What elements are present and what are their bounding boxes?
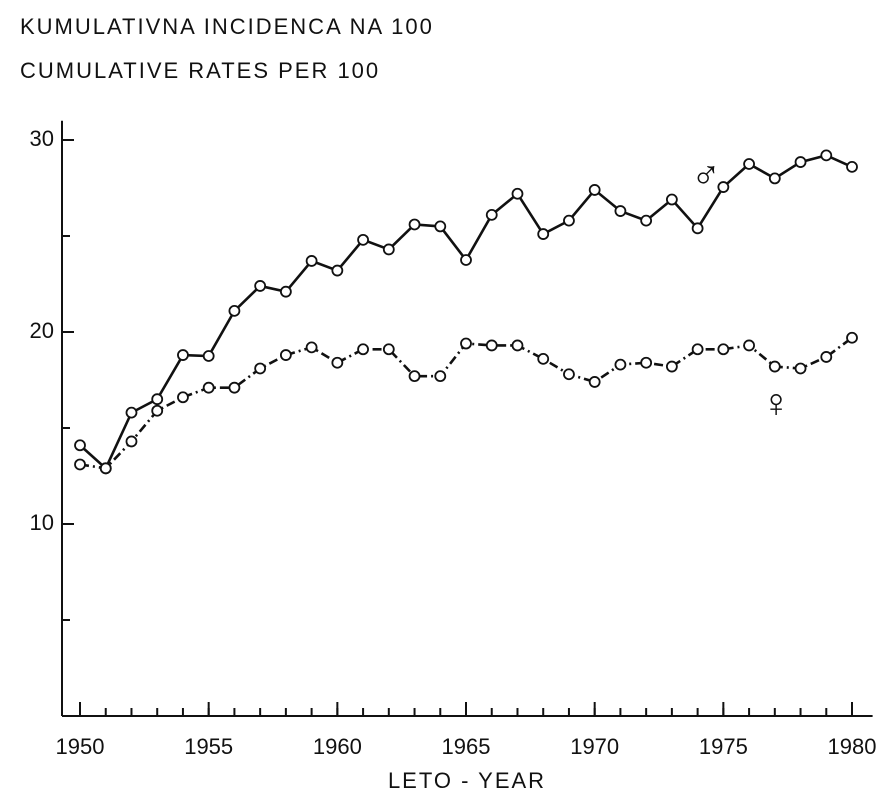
point bbox=[846, 331, 858, 344]
point bbox=[743, 339, 755, 352]
point bbox=[768, 360, 781, 373]
point bbox=[202, 350, 215, 362]
point bbox=[794, 362, 807, 375]
point bbox=[691, 343, 704, 356]
point bbox=[331, 356, 344, 369]
x-tick-label: 1970 bbox=[570, 734, 619, 759]
point bbox=[485, 208, 498, 221]
point bbox=[74, 439, 86, 452]
point bbox=[74, 458, 86, 471]
point bbox=[537, 352, 550, 365]
x-axis-label: LETO - YEAR bbox=[388, 768, 546, 793]
x-tick-label: 1955 bbox=[184, 734, 233, 759]
series-line bbox=[79, 336, 853, 470]
point bbox=[614, 205, 627, 217]
point bbox=[717, 181, 730, 193]
point bbox=[794, 156, 807, 168]
point bbox=[382, 343, 395, 356]
point bbox=[511, 187, 524, 200]
point bbox=[537, 228, 550, 240]
point bbox=[305, 341, 318, 354]
x-tick-label: 1960 bbox=[313, 734, 362, 759]
point bbox=[691, 222, 704, 235]
point bbox=[151, 404, 164, 417]
chart-subtitle: CUMULATIVE RATES PER 100 bbox=[20, 58, 380, 83]
chart-title: KUMULATIVNA INCIDENCA NA 100 bbox=[20, 14, 434, 39]
point bbox=[382, 243, 395, 256]
point bbox=[665, 193, 678, 206]
point bbox=[202, 381, 215, 394]
point bbox=[254, 362, 267, 375]
point bbox=[846, 160, 858, 173]
point bbox=[640, 214, 653, 227]
point bbox=[563, 368, 575, 381]
point bbox=[99, 462, 112, 475]
point bbox=[563, 214, 575, 227]
x-tick-label: 1965 bbox=[442, 734, 491, 759]
point bbox=[331, 264, 344, 277]
point bbox=[177, 391, 189, 404]
point bbox=[665, 360, 678, 373]
point bbox=[177, 349, 189, 361]
x-tick-label: 1950 bbox=[56, 734, 105, 759]
point bbox=[614, 358, 627, 371]
point bbox=[434, 220, 447, 233]
point bbox=[511, 339, 524, 352]
point bbox=[357, 343, 369, 356]
x-tick-label: 1980 bbox=[828, 734, 877, 759]
point bbox=[434, 370, 447, 383]
point bbox=[743, 158, 755, 170]
point bbox=[820, 351, 833, 363]
series-line bbox=[79, 153, 853, 471]
point bbox=[820, 149, 833, 162]
point bbox=[768, 172, 781, 185]
y-tick-label: 20 bbox=[30, 318, 54, 343]
point bbox=[485, 339, 498, 352]
x-tick-label: 1975 bbox=[699, 734, 748, 759]
point bbox=[228, 381, 241, 394]
point bbox=[254, 280, 267, 292]
point bbox=[305, 255, 318, 267]
y-tick-label: 30 bbox=[30, 126, 54, 151]
point bbox=[588, 376, 601, 388]
series-symbol: ♂ bbox=[691, 154, 721, 198]
point bbox=[588, 184, 601, 196]
point bbox=[279, 285, 292, 298]
y-tick-label: 10 bbox=[30, 510, 54, 535]
point bbox=[357, 233, 369, 246]
point bbox=[408, 370, 421, 383]
point bbox=[125, 406, 138, 419]
series-symbol: ♀ bbox=[761, 382, 791, 426]
point bbox=[408, 218, 421, 231]
point bbox=[640, 356, 653, 369]
point bbox=[460, 254, 472, 266]
point bbox=[717, 343, 730, 356]
point bbox=[228, 304, 241, 317]
point bbox=[460, 337, 472, 350]
point bbox=[125, 435, 138, 448]
point bbox=[151, 393, 164, 406]
point bbox=[279, 349, 292, 361]
